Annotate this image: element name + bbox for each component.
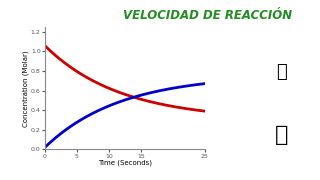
- X-axis label: Time (Seconds): Time (Seconds): [98, 160, 152, 167]
- Text: VELOCIDAD DE REACCIÓN: VELOCIDAD DE REACCIÓN: [124, 9, 292, 22]
- Text: 🐇: 🐇: [275, 125, 288, 145]
- Y-axis label: Concentration (Molar): Concentration (Molar): [23, 50, 29, 127]
- Text: 🐢: 🐢: [276, 63, 287, 81]
